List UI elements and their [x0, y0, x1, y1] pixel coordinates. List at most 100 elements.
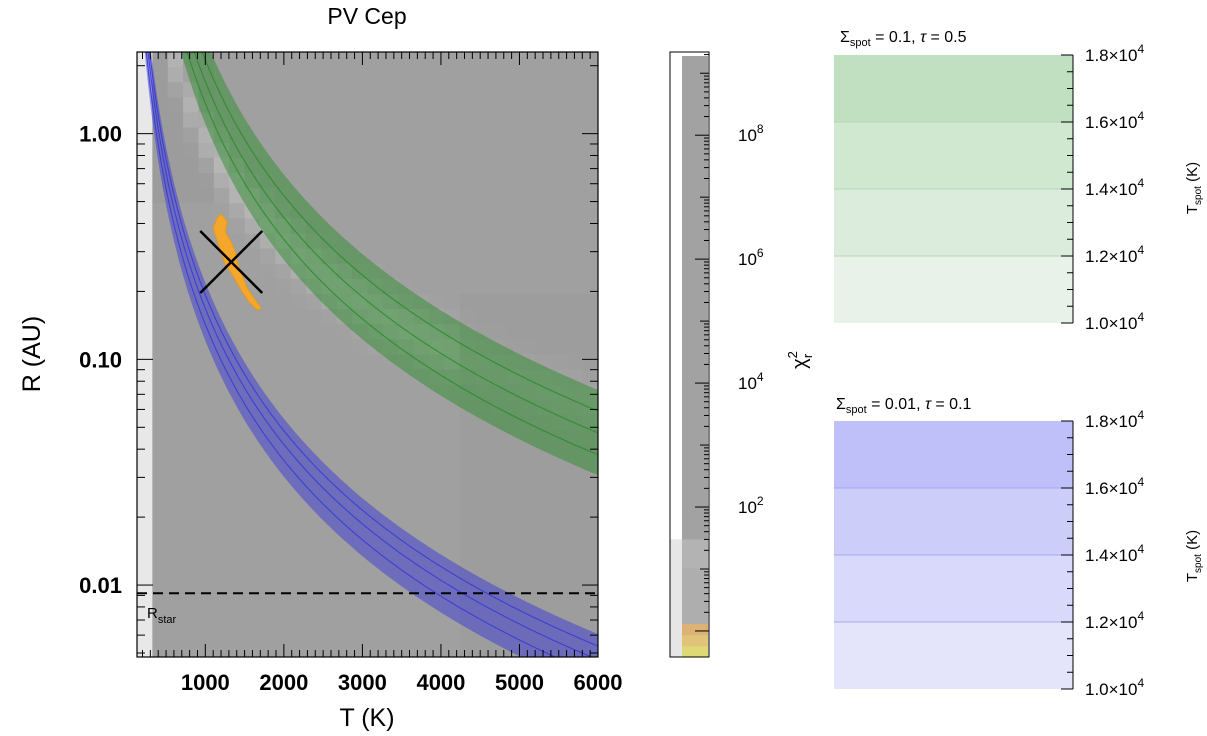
heatmap-cell	[275, 490, 292, 507]
heatmap-cell	[444, 536, 461, 552]
heatmap-cell	[444, 233, 461, 250]
heatmap-cell	[444, 97, 461, 114]
heatmap-cell	[198, 626, 215, 643]
heatmap-cell	[475, 218, 492, 235]
heatmap-cell	[352, 475, 369, 492]
heatmap-cell	[352, 626, 369, 643]
heatmap-cell	[505, 188, 522, 204]
heatmap-cell	[428, 505, 445, 522]
heatmap-cell	[428, 97, 445, 114]
heatmap-cell	[152, 278, 169, 295]
heatmap-cell	[521, 52, 538, 68]
heatmap-cell	[459, 430, 476, 446]
heatmap-cell	[475, 157, 492, 174]
colorbar-cell	[682, 523, 708, 536]
heatmap-cell	[275, 142, 292, 159]
heatmap-cell	[275, 536, 292, 552]
heatmap-cell	[413, 445, 430, 461]
heatmap-cell	[229, 505, 246, 522]
heatmap-cell	[137, 596, 153, 613]
heatmap-cell	[167, 551, 184, 567]
heatmap-cell	[582, 505, 598, 522]
heatmap-cell	[213, 415, 230, 431]
spot-panel-blue: Σspot = 0.01, τ = 0.1 1.0×104 1.2×104 1.4×…	[834, 396, 1204, 699]
colorbar-cell	[682, 412, 708, 425]
heatmap-cell	[490, 52, 507, 68]
heatmap-cell	[398, 460, 415, 477]
heatmap-cell	[459, 112, 476, 129]
heatmap-cell	[198, 218, 215, 235]
heatmap-cell	[490, 566, 507, 582]
heatmap-cell	[137, 384, 153, 401]
heatmap-cell	[183, 415, 200, 431]
heatmap-cell	[137, 536, 153, 552]
heatmap-cell	[582, 127, 598, 144]
heatmap-cell	[582, 218, 598, 235]
heatmap-cell	[382, 233, 399, 250]
heatmap-cell	[152, 67, 169, 83]
heatmap-cell	[582, 278, 598, 295]
heatmap-cell	[444, 430, 461, 446]
heatmap-cell	[183, 173, 200, 189]
colorbar-cell	[682, 546, 708, 558]
heatmap-cell	[259, 551, 276, 567]
heatmap-cell	[505, 142, 522, 159]
heatmap-cell	[321, 384, 338, 401]
colorbar-cell	[682, 279, 708, 292]
heatmap-cell	[321, 536, 338, 552]
heatmap-cell	[505, 203, 522, 219]
heatmap-cell	[167, 324, 184, 340]
heatmap-cell	[198, 384, 215, 401]
colorbar-cell	[682, 213, 708, 225]
heatmap-cell	[582, 248, 598, 265]
heatmap-cell	[290, 611, 307, 628]
heatmap-cell	[398, 203, 415, 219]
heatmap-cell	[275, 309, 292, 325]
heatmap-cell	[336, 566, 353, 582]
heatmap-cell	[290, 278, 307, 295]
heatmap-cell	[475, 520, 492, 537]
heatmap-cell	[444, 278, 461, 295]
heatmap-cell	[398, 188, 415, 204]
heatmap-cell	[444, 475, 461, 492]
heatmap-cell	[475, 551, 492, 567]
spot-tick-label: 1.6×104	[1085, 475, 1144, 498]
heatmap-cell	[336, 112, 353, 129]
y-axis-label: R (AU)	[18, 316, 46, 392]
heatmap-cell	[321, 188, 338, 204]
heatmap-cell	[490, 127, 507, 144]
heatmap-cell	[382, 203, 399, 219]
heatmap-cell	[244, 490, 261, 507]
heatmap-cell	[490, 82, 507, 98]
heatmap-cell	[551, 218, 568, 235]
heatmap-cell	[198, 248, 215, 265]
heatmap-cell	[336, 324, 353, 340]
heatmap-cell	[582, 309, 598, 325]
heatmap-cell	[475, 233, 492, 250]
heatmap-cell	[490, 248, 507, 265]
heatmap-cell	[567, 505, 584, 522]
heatmap-cell	[336, 369, 353, 386]
heatmap-cell	[352, 566, 369, 582]
heatmap-cell	[137, 248, 153, 265]
heatmap-cell	[275, 641, 292, 657]
colorbar-cell	[682, 68, 708, 81]
heatmap-cell	[321, 551, 338, 567]
heatmap-cell	[183, 626, 200, 643]
heatmap-cell	[229, 294, 246, 310]
heatmap-cell	[229, 430, 246, 446]
heatmap-cell	[398, 445, 415, 461]
heatmap-cell	[582, 263, 598, 280]
heatmap-cell	[444, 142, 461, 159]
heatmap-cell	[275, 505, 292, 522]
heatmap-cell	[336, 445, 353, 461]
heatmap-cell	[167, 460, 184, 477]
heatmap-cell	[259, 475, 276, 492]
heatmap-cell	[413, 490, 430, 507]
heatmap-cell	[352, 415, 369, 431]
heatmap-cell	[137, 97, 153, 114]
heatmap-cell	[137, 445, 153, 461]
heatmap-cell	[551, 354, 568, 371]
heatmap-cell	[536, 324, 553, 340]
colorbar-tick-label: 104	[738, 370, 764, 393]
